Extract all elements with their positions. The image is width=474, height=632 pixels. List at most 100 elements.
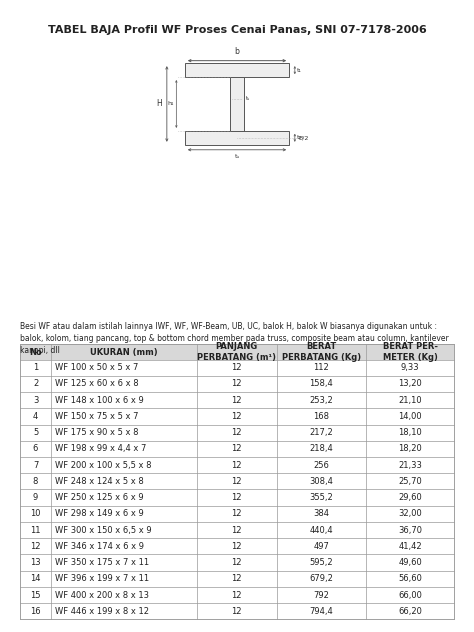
Text: t₁: t₁ [297, 68, 302, 73]
Text: 256: 256 [313, 461, 329, 470]
Text: 679,2: 679,2 [310, 574, 333, 583]
Text: 9,33: 9,33 [401, 363, 419, 372]
Text: 12: 12 [231, 590, 242, 600]
Text: 217,2: 217,2 [310, 428, 333, 437]
Bar [185, 131, 289, 145]
Text: WF 446 x 199 x 8 x 12: WF 446 x 199 x 8 x 12 [55, 607, 149, 616]
Text: WF 198 x 99 x 4,4 x 7: WF 198 x 99 x 4,4 x 7 [55, 444, 146, 453]
Text: 12: 12 [231, 379, 242, 389]
Text: 12: 12 [231, 461, 242, 470]
Text: WF 250 x 125 x 6 x 9: WF 250 x 125 x 6 x 9 [55, 493, 144, 502]
Text: WF 400 x 200 x 8 x 13: WF 400 x 200 x 8 x 13 [55, 590, 149, 600]
Text: BERAT
PERBATANG (Kg): BERAT PERBATANG (Kg) [282, 343, 361, 362]
Text: 32,00: 32,00 [398, 509, 422, 518]
Text: WF 300 x 150 x 6,5 x 9: WF 300 x 150 x 6,5 x 9 [55, 526, 152, 535]
Text: 1: 1 [33, 363, 38, 372]
Text: 21,10: 21,10 [398, 396, 422, 404]
Text: 12: 12 [231, 477, 242, 486]
Text: 112: 112 [314, 363, 329, 372]
Text: 41,42: 41,42 [398, 542, 422, 551]
Text: 21,33: 21,33 [398, 461, 422, 470]
Text: 12: 12 [231, 558, 242, 567]
Text: 9: 9 [33, 493, 38, 502]
Text: WF 298 x 149 x 6 x 9: WF 298 x 149 x 6 x 9 [55, 509, 144, 518]
Text: 158,4: 158,4 [310, 379, 333, 389]
Text: UKURAN (mm): UKURAN (mm) [90, 348, 158, 356]
Text: 12: 12 [231, 542, 242, 551]
Text: 66,00: 66,00 [398, 590, 422, 600]
Text: No: No [29, 348, 42, 356]
Text: 13,20: 13,20 [398, 379, 422, 389]
Text: WF 100 x 50 x 5 x 7: WF 100 x 50 x 5 x 7 [55, 363, 138, 372]
Text: 10: 10 [30, 509, 41, 518]
Text: 3: 3 [33, 396, 38, 404]
Text: t₂: t₂ [297, 135, 302, 140]
Text: 497: 497 [313, 542, 329, 551]
Text: WF 148 x 100 x 6 x 9: WF 148 x 100 x 6 x 9 [55, 396, 144, 404]
Text: 12: 12 [231, 493, 242, 502]
Text: 49,60: 49,60 [398, 558, 422, 567]
Text: 6: 6 [33, 444, 38, 453]
Text: 440,4: 440,4 [310, 526, 333, 535]
Text: WF 350 x 175 x 7 x 11: WF 350 x 175 x 7 x 11 [55, 558, 149, 567]
Text: 308,4: 308,4 [310, 477, 333, 486]
Text: 253,2: 253,2 [310, 396, 333, 404]
Text: 168: 168 [313, 412, 329, 421]
Text: 4: 4 [33, 412, 38, 421]
Text: 12: 12 [231, 444, 242, 453]
Text: 36,70: 36,70 [398, 526, 422, 535]
Text: 384: 384 [313, 509, 329, 518]
Text: WF 396 x 199 x 7 x 11: WF 396 x 199 x 7 x 11 [55, 574, 149, 583]
Text: 14,00: 14,00 [398, 412, 422, 421]
Text: 12: 12 [30, 542, 41, 551]
Text: 355,2: 355,2 [310, 493, 333, 502]
Bar [20, 344, 454, 360]
Text: 12: 12 [231, 526, 242, 535]
Text: WF 248 x 124 x 5 x 8: WF 248 x 124 x 5 x 8 [55, 477, 144, 486]
Text: PANJANG
PERBATANG (m¹): PANJANG PERBATANG (m¹) [197, 343, 276, 362]
Text: 8: 8 [33, 477, 38, 486]
Text: 12: 12 [231, 607, 242, 616]
Text: 12: 12 [231, 363, 242, 372]
Text: 11: 11 [30, 526, 41, 535]
Text: 2: 2 [33, 379, 38, 389]
Bar [185, 63, 289, 77]
Text: 218,4: 218,4 [310, 444, 333, 453]
Text: WF 346 x 174 x 6 x 9: WF 346 x 174 x 6 x 9 [55, 542, 144, 551]
Text: B/2: B/2 [299, 135, 309, 140]
Text: 5: 5 [33, 428, 38, 437]
Text: H: H [156, 99, 162, 109]
Text: 792: 792 [313, 590, 329, 600]
Text: 12: 12 [231, 396, 242, 404]
Text: WF 175 x 90 x 5 x 8: WF 175 x 90 x 5 x 8 [55, 428, 138, 437]
Text: WF 200 x 100 x 5,5 x 8: WF 200 x 100 x 5,5 x 8 [55, 461, 152, 470]
Text: TABEL BAJA Profil WF Proses Cenai Panas, SNI 07-7178-2006: TABEL BAJA Profil WF Proses Cenai Panas,… [47, 25, 427, 35]
Text: 12: 12 [231, 428, 242, 437]
Text: 12: 12 [231, 574, 242, 583]
Text: 56,60: 56,60 [398, 574, 422, 583]
Text: WF 125 x 60 x 6 x 8: WF 125 x 60 x 6 x 8 [55, 379, 138, 389]
Text: WF 150 x 75 x 5 x 7: WF 150 x 75 x 5 x 7 [55, 412, 138, 421]
Text: 25,70: 25,70 [398, 477, 422, 486]
Text: BERAT PER-
METER (Kg): BERAT PER- METER (Kg) [383, 343, 438, 362]
Text: 794,4: 794,4 [310, 607, 333, 616]
Text: h₁: h₁ [167, 102, 174, 106]
Bar [230, 77, 244, 131]
Text: b: b [235, 47, 239, 56]
Text: tᵤ: tᵤ [235, 154, 239, 159]
Text: 29,60: 29,60 [398, 493, 422, 502]
Text: 18,10: 18,10 [398, 428, 422, 437]
Text: 12: 12 [231, 509, 242, 518]
Text: 18,20: 18,20 [398, 444, 422, 453]
Text: 15: 15 [30, 590, 41, 600]
Text: tᵤ: tᵤ [246, 96, 250, 101]
Text: 16: 16 [30, 607, 41, 616]
Text: 7: 7 [33, 461, 38, 470]
Text: 66,20: 66,20 [398, 607, 422, 616]
Text: Besi WF atau dalam istilah lainnya IWF, WF, WF-Beam, UB, UC, balok H, balok W bi: Besi WF atau dalam istilah lainnya IWF, … [20, 322, 449, 355]
Bar [20, 344, 454, 619]
Text: 595,2: 595,2 [310, 558, 333, 567]
Text: 13: 13 [30, 558, 41, 567]
Text: 12: 12 [231, 412, 242, 421]
Text: 14: 14 [30, 574, 41, 583]
